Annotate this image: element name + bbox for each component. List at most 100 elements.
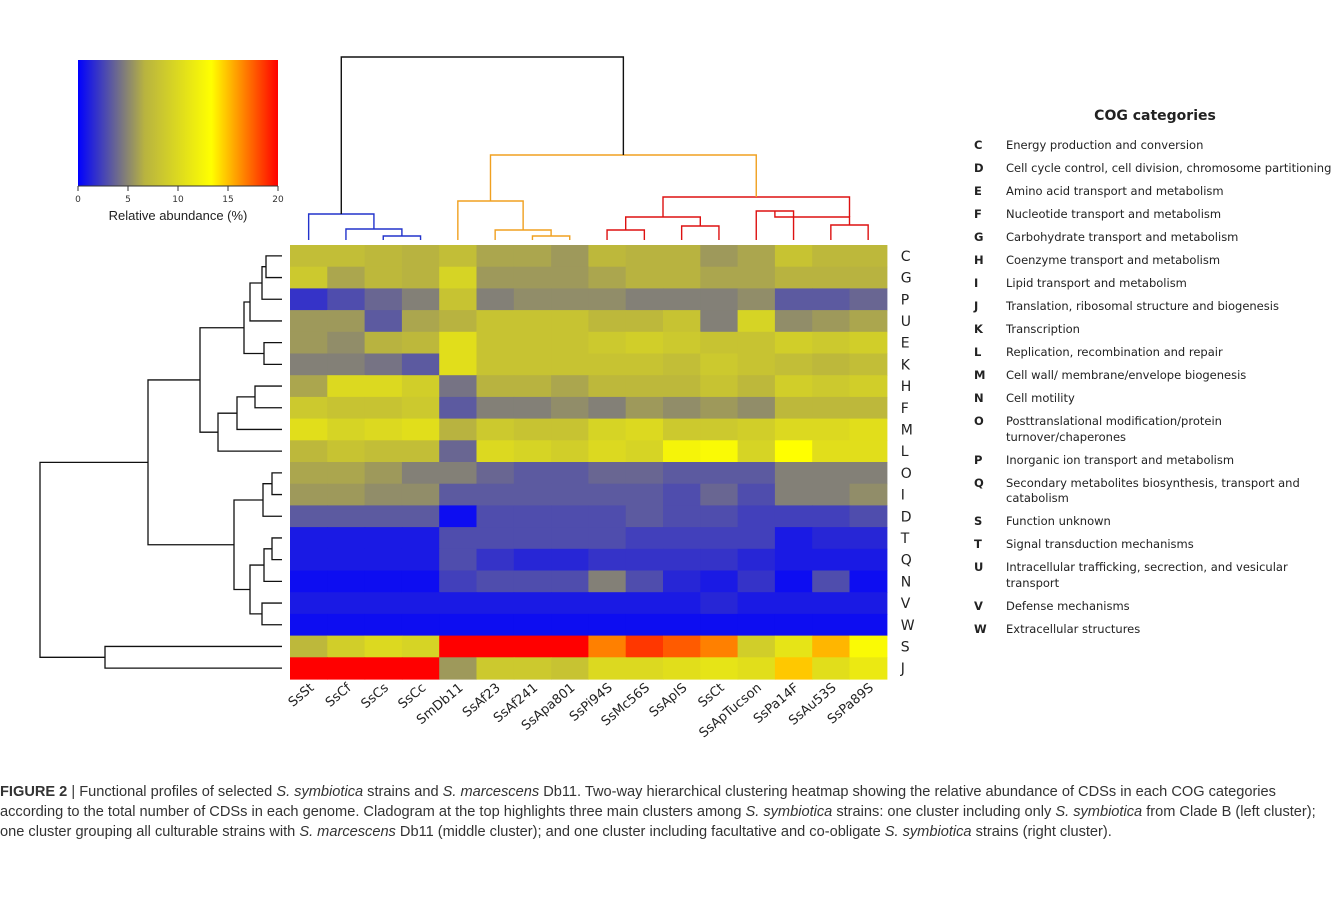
heatmap-cell — [625, 483, 664, 506]
heatmap-cell — [774, 483, 813, 506]
legend-item: V Defense mechanisms — [960, 599, 1340, 615]
heatmap-cell — [364, 570, 403, 593]
heatmap-cell — [401, 245, 440, 268]
heatmap-cell — [625, 418, 664, 441]
heatmap-cell — [327, 613, 366, 637]
heatmap-cell — [812, 418, 851, 441]
row-label: C — [901, 249, 911, 265]
row-dendrogram — [39, 255, 282, 669]
heatmap-cell — [700, 483, 739, 506]
heatmap-cell — [401, 613, 440, 637]
heatmap-cell — [439, 331, 478, 355]
heatmap-cell — [290, 505, 328, 528]
heatmap-cell — [812, 592, 851, 615]
heatmap-cell — [625, 245, 664, 268]
heatmap-cell — [700, 288, 739, 311]
heatmap-cell — [588, 288, 627, 311]
heatmap-cell — [625, 396, 664, 420]
heatmap-cell — [737, 462, 776, 485]
heatmap-cell — [327, 288, 366, 311]
heatmap-cell — [700, 657, 739, 680]
heatmap-cell — [774, 570, 813, 593]
heatmap-cell — [290, 570, 328, 593]
heatmap-cell — [364, 483, 403, 506]
heatmap-cell — [551, 635, 589, 658]
column-label: SsApIS — [647, 681, 691, 721]
row-label: K — [901, 357, 911, 373]
heatmap-cell — [290, 396, 328, 420]
heatmap-cell — [476, 505, 515, 528]
heatmap-cell — [327, 440, 366, 463]
legend-code: K — [974, 322, 983, 336]
heatmap-cell — [737, 288, 776, 311]
legend-item: T Signal transduction mechanisms — [960, 537, 1340, 553]
heatmap-cell — [700, 548, 739, 572]
heatmap-cell — [663, 657, 701, 680]
heatmap-cell — [439, 396, 478, 420]
dendrogram-branch — [271, 537, 282, 561]
heatmap-cell — [513, 548, 552, 572]
row-label: U — [901, 314, 911, 330]
dendrogram-branch — [830, 224, 869, 240]
dendrogram-branch — [261, 266, 282, 300]
heatmap-cell — [290, 462, 328, 485]
heatmap-cell — [588, 396, 627, 420]
row-label: L — [901, 444, 909, 460]
heatmap-cell — [849, 440, 888, 463]
dendrogram-branch — [680, 225, 720, 240]
dendrogram-branch — [494, 229, 552, 240]
caption-italic-text: S. symbiotica — [1055, 804, 1143, 820]
heatmap-cell — [812, 548, 851, 572]
heatmap-cell — [700, 527, 739, 550]
heatmap-cell — [849, 418, 888, 441]
heatmap-cell — [513, 288, 552, 311]
dendrogram-branch — [531, 235, 571, 240]
heatmap-cell — [700, 635, 739, 658]
heatmap-cell — [849, 462, 888, 485]
heatmap-figure: 0 5 10 15 20 Relative abundance (%) CGPUEKHFM… — [39, 56, 915, 741]
heatmap-cell — [439, 570, 478, 593]
heatmap-cell — [663, 396, 701, 420]
heatmap-cell — [551, 613, 589, 637]
legend-code: M — [974, 368, 986, 382]
heatmap-cell — [737, 635, 776, 658]
legend-code: L — [974, 345, 982, 359]
legend-code: Q — [974, 475, 984, 490]
heatmap-cell — [663, 613, 701, 637]
heatmap-cell — [439, 657, 478, 680]
legend-description: Nucleotide transport and metabolism — [1006, 207, 1222, 221]
heatmap-cell — [439, 418, 478, 441]
dendrogram-branch — [263, 342, 282, 365]
heatmap-cell — [551, 375, 589, 398]
heatmap-cells — [290, 245, 888, 680]
heatmap-cell — [588, 527, 627, 550]
heatmap-cell — [476, 440, 515, 463]
heatmap-cell — [737, 440, 776, 463]
heatmap-cell — [513, 505, 552, 528]
caption-text: strains: one cluster including only — [832, 804, 1056, 820]
heatmap-cell — [663, 483, 701, 506]
heatmap-cell — [401, 353, 440, 376]
heatmap-cell — [588, 483, 627, 506]
heatmap-cell — [551, 266, 589, 289]
dendrogram-branch — [261, 602, 282, 626]
legend-description: Lipid transport and metabolism — [1006, 276, 1187, 290]
heatmap-cell — [401, 505, 440, 528]
heatmap-cell — [737, 331, 776, 355]
heatmap-cell — [625, 310, 664, 333]
heatmap-cell — [401, 570, 440, 593]
heatmap-cell — [476, 288, 515, 311]
heatmap-cell — [588, 266, 627, 289]
row-label: F — [901, 401, 909, 417]
heatmap-cell — [476, 375, 515, 398]
heatmap-cell — [774, 288, 813, 311]
heatmap-cell — [364, 548, 403, 572]
heatmap-cell — [625, 375, 664, 398]
heatmap-cell — [812, 613, 851, 637]
caption-italic-text: S. symbiotica — [884, 824, 972, 840]
heatmap-cell — [700, 331, 739, 355]
heatmap-cell — [551, 310, 589, 333]
heatmap-cell — [439, 266, 478, 289]
heatmap-cell — [812, 353, 851, 376]
heatmap-cell — [476, 570, 515, 593]
